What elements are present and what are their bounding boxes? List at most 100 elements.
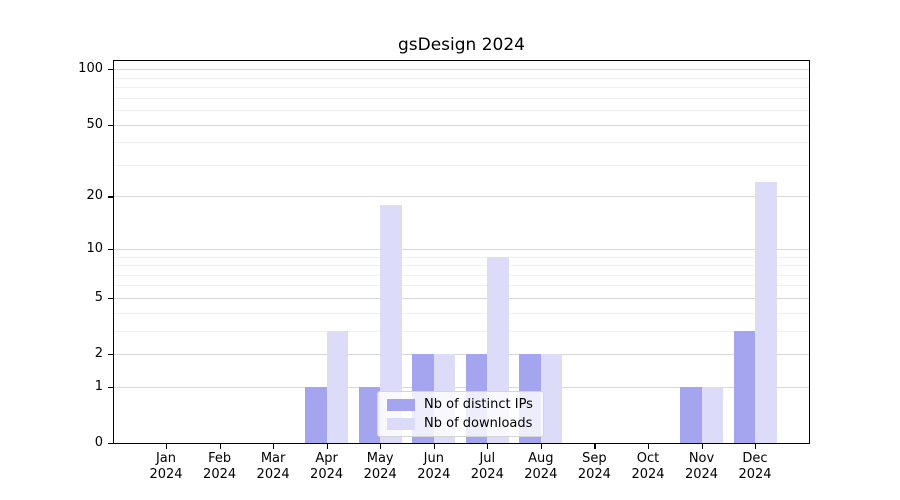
- legend-row-downloads: Nb of downloads: [387, 416, 534, 431]
- x-tick-label-sep: Sep 2024: [557, 451, 631, 483]
- x-tick-year: 2024: [363, 467, 397, 482]
- x-tick-year: 2024: [149, 467, 183, 482]
- gridline-major: [114, 297, 809, 299]
- gridline-minor: [114, 142, 809, 144]
- bar-distinct-ips-dec: [733, 330, 755, 443]
- gridline-major: [114, 196, 809, 198]
- y-tick-label: 10: [86, 240, 103, 256]
- bar-downloads-apr: [326, 330, 349, 443]
- bar-distinct-ips-may: [358, 386, 381, 443]
- legend-label-distinct-ips: Nb of distinct IPs: [424, 397, 533, 412]
- gridline-major: [114, 248, 809, 250]
- gridline-major: [114, 69, 809, 71]
- x-tick-label-feb: Feb 2024: [183, 451, 257, 483]
- x-tick-label-jul: Jul 2024: [450, 451, 524, 483]
- x-tick-label-may: May 2024: [343, 451, 417, 483]
- x-tick-mark: [219, 444, 221, 449]
- x-tick-year: 2024: [577, 467, 611, 482]
- x-tick-mark: [594, 444, 596, 449]
- legend-swatch-distinct-ips: [387, 398, 415, 411]
- y-tick-label: 0: [94, 435, 103, 450]
- x-tick-mark: [648, 444, 650, 449]
- y-tick-mark: [108, 196, 113, 198]
- x-tick-year: 2024: [738, 467, 772, 482]
- x-tick-label-dec: Dec 2024: [718, 451, 792, 483]
- y-tick-mark: [108, 124, 113, 126]
- x-tick-month: Feb: [208, 451, 232, 466]
- y-tick-mark: [108, 69, 113, 71]
- x-tick-mark: [380, 444, 382, 449]
- x-tick-mark: [166, 444, 168, 449]
- legend-label-downloads: Nb of downloads: [424, 416, 533, 431]
- x-tick-year: 2024: [256, 467, 290, 482]
- x-tick-label-mar: Mar 2024: [236, 451, 310, 483]
- x-tick-year: 2024: [310, 467, 344, 482]
- bar-distinct-ips-apr: [305, 386, 327, 443]
- bar-distinct-ips-nov: [680, 386, 702, 443]
- x-tick-label-jan: Jan 2024: [129, 451, 203, 483]
- gridline-minor: [114, 330, 809, 332]
- y-tick-mark: [108, 297, 113, 300]
- x-tick-month: Mar: [260, 451, 286, 466]
- y-tick-mark: [108, 386, 113, 389]
- x-tick-mark: [433, 444, 435, 449]
- plot-area: Nb of distinct IPs Nb of downloads: [113, 60, 810, 444]
- x-tick-year: 2024: [470, 467, 504, 482]
- x-tick-year: 2024: [203, 467, 237, 482]
- chart-title: gsDesign 2024: [397, 35, 525, 55]
- x-tick-mark: [487, 444, 489, 449]
- gridline-minor: [114, 312, 809, 314]
- x-tick-month: May: [366, 451, 394, 466]
- x-tick-mark: [701, 444, 703, 449]
- x-tick-mark: [755, 444, 757, 449]
- gridline-minor: [114, 256, 809, 258]
- x-tick-year: 2024: [631, 467, 665, 482]
- x-tick-label-jun: Jun 2024: [397, 451, 471, 483]
- gridline-minor: [114, 87, 809, 88]
- x-tick-month: Jan: [155, 451, 177, 466]
- legend-row-distinct-ips: Nb of distinct IPs: [387, 397, 534, 412]
- x-tick-label-oct: Oct 2024: [611, 451, 685, 483]
- bar-downloads-nov: [701, 386, 723, 443]
- gridline-minor: [114, 265, 809, 266]
- y-tick-mark: [108, 443, 113, 445]
- bar-downloads-aug: [540, 354, 563, 443]
- legend-swatch-downloads: [387, 417, 415, 430]
- x-tick-month: Dec: [742, 451, 768, 466]
- x-tick-label-apr: Apr 2024: [290, 451, 364, 483]
- bar-downloads-dec: [755, 182, 777, 443]
- bar-downloads-may: [380, 204, 402, 443]
- x-tick-month: Sep: [582, 451, 607, 466]
- x-tick-mark: [540, 444, 542, 449]
- y-tick-mark: [108, 248, 113, 250]
- x-tick-month: Oct: [636, 451, 660, 466]
- y-tick-label: 50: [86, 116, 103, 132]
- gridline-minor: [114, 110, 809, 111]
- gridline-minor: [114, 97, 809, 99]
- x-tick-month: Nov: [688, 451, 715, 466]
- gridline-minor: [114, 285, 809, 287]
- x-tick-year: 2024: [684, 467, 719, 482]
- x-tick-month: Jul: [479, 451, 496, 466]
- gridline-major: [114, 386, 809, 388]
- legend: Nb of distinct IPs Nb of downloads: [377, 391, 544, 437]
- y-tick-label: 2: [94, 346, 103, 361]
- x-tick-month: Jun: [423, 451, 444, 466]
- gridline-major: [114, 124, 809, 126]
- x-tick-month: Apr: [315, 451, 338, 466]
- x-tick-label-aug: Aug 2024: [504, 451, 578, 483]
- y-tick-label: 20: [86, 188, 103, 204]
- gridline-minor: [114, 77, 809, 79]
- y-tick-mark: [108, 354, 113, 356]
- x-tick-mark: [273, 444, 275, 449]
- gridline-minor: [114, 274, 809, 276]
- gridline-major: [114, 354, 809, 355]
- x-tick-mark: [326, 444, 328, 449]
- y-tick-label: 1: [94, 378, 103, 394]
- y-tick-label: 100: [78, 61, 103, 77]
- gridline-minor: [114, 164, 809, 166]
- x-tick-year: 2024: [417, 467, 451, 482]
- x-tick-year: 2024: [524, 467, 558, 482]
- x-tick-month: Aug: [528, 451, 554, 466]
